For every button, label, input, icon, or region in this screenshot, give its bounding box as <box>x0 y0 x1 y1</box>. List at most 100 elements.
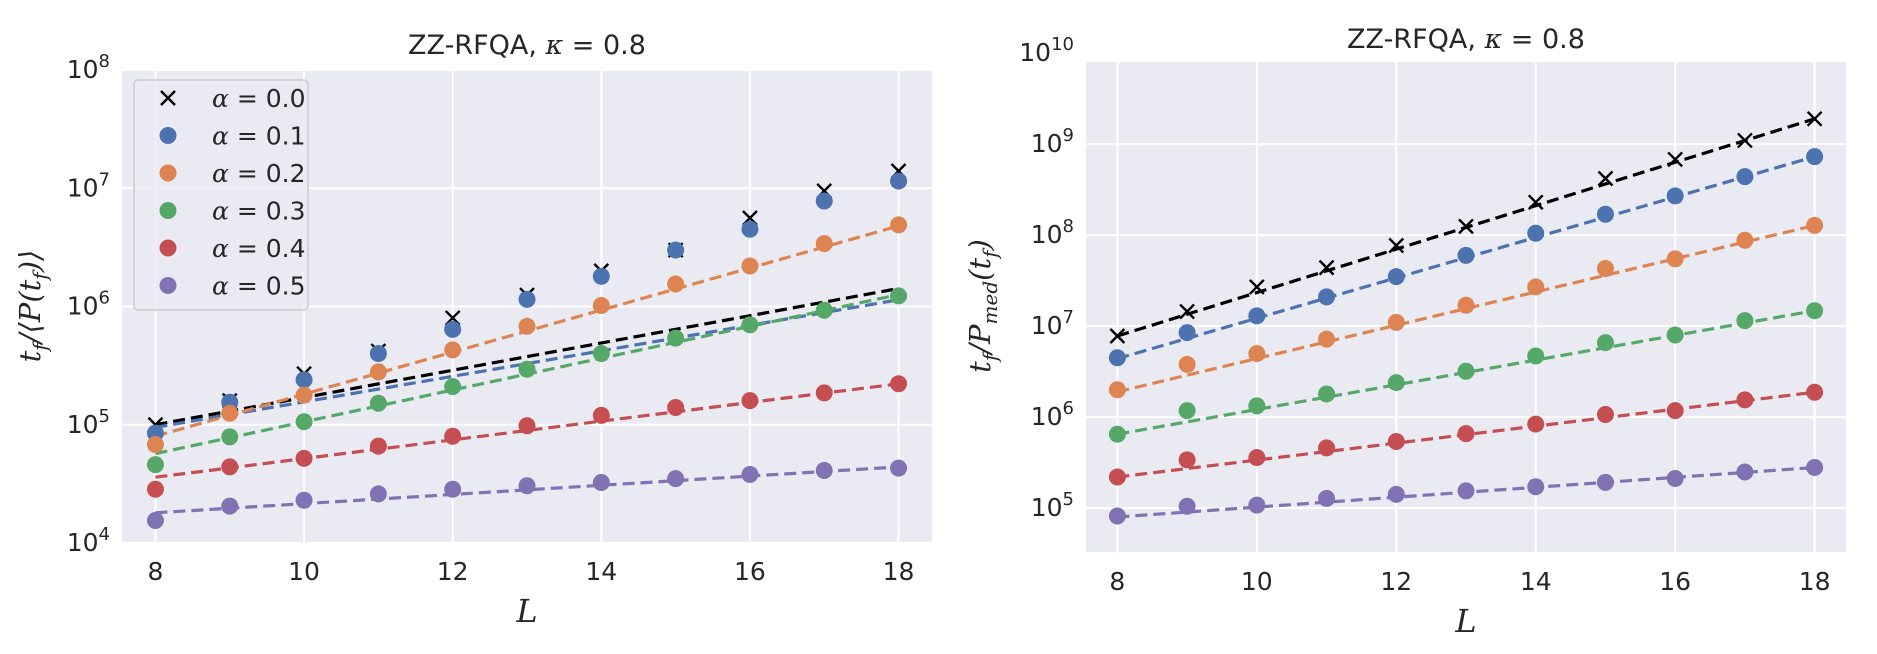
data-point <box>1596 260 1614 278</box>
legend-label: α = 0.1 <box>212 122 306 151</box>
y-tick-label: 108 <box>67 51 110 84</box>
legend-marker <box>159 277 177 294</box>
data-point <box>592 296 610 314</box>
data-point <box>1108 425 1126 443</box>
right-panel: 8 10 12 14 16 18 105 106 107 108 109 1010 ZZ-RFQA,… <box>963 24 1846 640</box>
data-point <box>1736 168 1754 186</box>
data-point <box>369 394 387 412</box>
data-point-x <box>1527 194 1544 211</box>
data-point <box>1596 406 1614 424</box>
data-point <box>1736 463 1754 481</box>
right-y-tick-labels: 105 106 107 108 109 1010 <box>1019 34 1074 522</box>
right-data-points <box>1108 110 1824 525</box>
legend-label: α = 0.4 <box>212 234 306 263</box>
data-point <box>518 417 536 435</box>
data-point <box>444 320 462 338</box>
legend: α = 0.0 α = 0.1 α = 0.2 α = 0.3 α = 0.4 α = 0… <box>133 79 309 311</box>
data-point <box>146 511 164 529</box>
data-point <box>1806 148 1824 166</box>
legend-marker <box>159 239 177 257</box>
y-tick-label: 108 <box>1031 216 1074 249</box>
data-point-x <box>1179 303 1195 320</box>
y-tick-label: 106 <box>67 288 110 321</box>
data-point <box>221 497 239 515</box>
data-point <box>1248 496 1266 514</box>
legend-label: α = 0.0 <box>212 84 306 113</box>
data-point <box>295 413 313 431</box>
data-point-x <box>1597 170 1614 187</box>
left-x-tick-labels: 8 10 12 14 16 18 <box>147 557 914 586</box>
data-point <box>1527 278 1545 296</box>
x-tick-label: 12 <box>437 557 469 586</box>
data-point <box>1178 497 1196 515</box>
data-point <box>1178 324 1196 342</box>
x-tick-label: 10 <box>288 557 320 586</box>
data-point <box>1666 250 1684 268</box>
data-point <box>146 436 164 454</box>
legend-marker <box>159 202 177 219</box>
data-point-x <box>1806 110 1823 127</box>
data-point <box>1457 482 1475 500</box>
left-y-tick-labels: 104 105 106 107 108 <box>67 51 110 557</box>
data-point <box>1666 187 1684 205</box>
data-point <box>1108 507 1126 525</box>
data-point <box>1318 439 1336 457</box>
data-point <box>1108 381 1126 399</box>
data-point <box>815 192 833 210</box>
data-point <box>815 301 833 319</box>
fit-line <box>1117 309 1815 436</box>
data-point <box>1736 391 1754 409</box>
y-tick-label: 107 <box>1031 307 1074 340</box>
data-point <box>667 470 685 488</box>
data-point <box>1806 216 1824 234</box>
left-plot-title: ZZ-RFQA, κ = 0.8 <box>408 30 646 61</box>
data-point <box>1178 451 1196 469</box>
y-tick-label: 1010 <box>1019 34 1074 67</box>
data-point <box>1108 349 1126 367</box>
data-point <box>1527 415 1545 433</box>
legend-marker <box>159 127 177 144</box>
y-tick-label: 107 <box>67 169 110 202</box>
data-point <box>1596 473 1614 491</box>
data-point <box>444 480 462 498</box>
data-point <box>1806 302 1824 320</box>
data-point <box>518 290 536 308</box>
data-point <box>1457 296 1475 314</box>
data-point <box>890 287 908 305</box>
data-point <box>369 345 387 363</box>
data-point <box>1527 478 1545 496</box>
data-point <box>1527 347 1545 365</box>
data-point <box>444 341 462 359</box>
data-point <box>1248 449 1266 467</box>
data-point <box>815 462 833 480</box>
left-y-axis-label: tf/⟨P(tf)⟩ <box>13 250 52 363</box>
data-point <box>667 275 685 293</box>
data-point <box>1387 485 1405 503</box>
right-gridlines <box>1086 62 1846 552</box>
data-point <box>1806 458 1824 476</box>
data-point <box>592 406 610 424</box>
data-point <box>890 375 908 393</box>
data-point <box>1248 307 1266 325</box>
data-point <box>518 360 536 378</box>
y-tick-label: 104 <box>67 524 110 557</box>
fit-line <box>1117 223 1815 394</box>
data-point <box>1596 334 1614 352</box>
data-point-x <box>1248 279 1265 295</box>
data-point <box>1387 374 1405 392</box>
fit-line <box>155 465 899 515</box>
data-point <box>518 477 536 495</box>
data-point <box>295 386 313 404</box>
legend-label: α = 0.5 <box>212 272 306 301</box>
data-point <box>1318 489 1336 507</box>
x-tick-label: 16 <box>1659 567 1691 596</box>
data-point <box>369 437 387 455</box>
data-point <box>741 257 759 275</box>
data-point <box>815 384 833 402</box>
legend-label: α = 0.3 <box>212 197 306 226</box>
legend-marker <box>159 164 177 182</box>
data-point <box>1387 268 1405 286</box>
data-point <box>592 267 610 285</box>
x-tick-label: 14 <box>585 557 617 586</box>
